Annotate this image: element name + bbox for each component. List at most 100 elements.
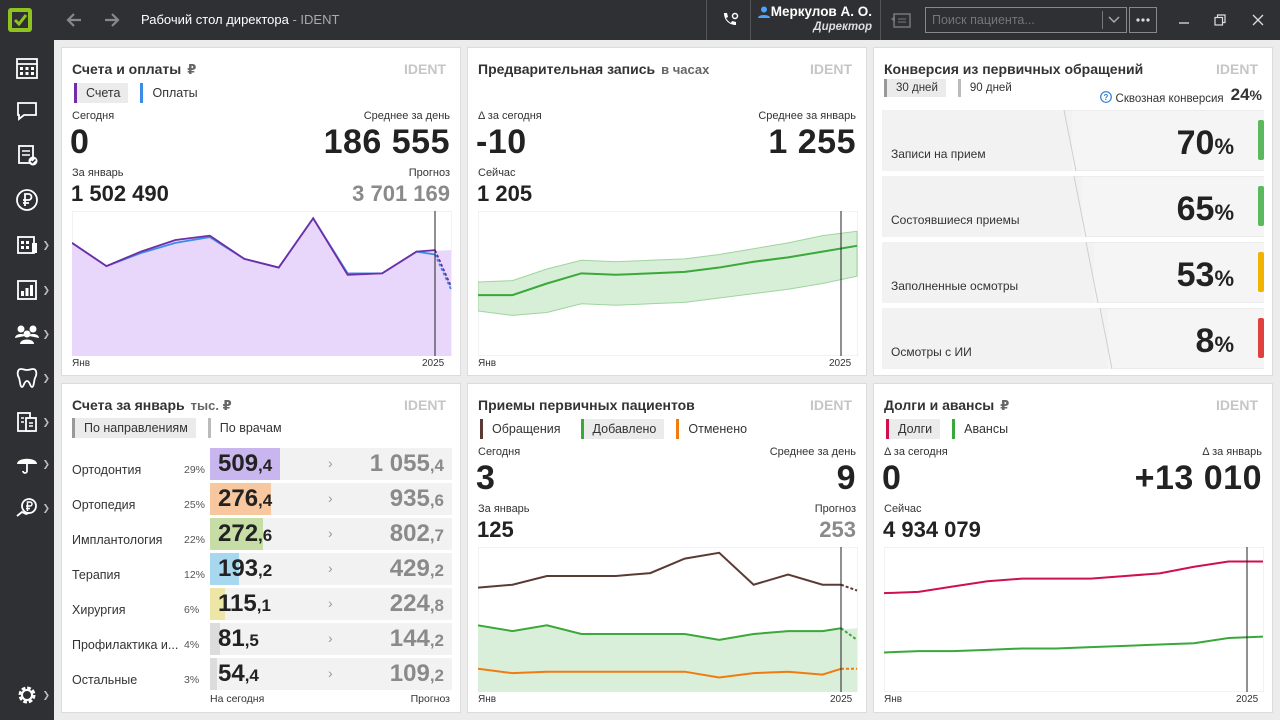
section-value-dec: ,6	[258, 526, 273, 545]
section-name: Терапия	[72, 568, 121, 582]
section-name: Хирургия	[72, 603, 126, 617]
app-logo[interactable]	[0, 0, 40, 40]
month-value: 1 502 490	[71, 181, 169, 206]
window-title-text: Рабочий стол директора	[141, 12, 289, 27]
total-conversion-pct: %	[1249, 87, 1262, 103]
section-row[interactable]: Остальные 3% 54,4 › 109,2	[62, 657, 452, 691]
user-block[interactable]: Меркулов А. О. Директор	[752, 0, 876, 40]
chart-forecast-line	[434, 254, 452, 290]
section-share-bar	[210, 658, 217, 690]
arrow-left-icon	[66, 13, 81, 27]
patient-card-button[interactable]	[884, 0, 918, 40]
funnel-row[interactable]: Заполненные осмотры 53%	[882, 242, 1264, 303]
minimize-button[interactable]	[1170, 0, 1198, 40]
phone-button[interactable]	[712, 0, 748, 40]
section-row[interactable]: Ортопедия 25% 276,4 › 935,6	[62, 482, 452, 516]
more-button[interactable]	[1129, 7, 1157, 33]
tab-30-days[interactable]: 30 дней	[884, 79, 946, 97]
funnel-row-value-bg	[1108, 308, 1264, 369]
now-label: Сейчас	[884, 503, 922, 515]
sidebar-item-schedule[interactable]: ❯	[0, 225, 54, 265]
section-value-int: 276	[218, 485, 259, 512]
invoices-card: Счета и оплаты ₽ IDENT Счета Оплаты Сегод…	[61, 47, 461, 376]
sidebar-item-reports[interactable]: ❯	[0, 270, 54, 310]
total-conversion-label: Сквозная конверсия	[1115, 93, 1224, 105]
section-forecast-int: 224	[389, 590, 430, 617]
funnel-row[interactable]: Записи на прием 70%	[882, 110, 1264, 171]
chart-forecast-line	[840, 583, 858, 592]
funnel-row-shape	[1085, 242, 1264, 303]
section-row[interactable]: Терапия 12% 193,2 › 429,2	[62, 552, 452, 586]
chart-forecast-line	[434, 249, 452, 287]
card-title: Приемы первичных пациентов	[478, 397, 695, 413]
legend-cancelled[interactable]: Отменено	[676, 419, 755, 439]
sidebar-item-chat[interactable]	[0, 91, 54, 131]
section-row-bg	[210, 553, 452, 585]
sidebar: ❯ ❯ ❯ ❯ ❯ ❯ ❯ ❯	[0, 40, 54, 720]
patient-search[interactable]	[925, 7, 1127, 33]
funnel-row-shape	[1063, 110, 1264, 171]
tab-by-direction[interactable]: По направлениям	[72, 418, 196, 438]
card-title: Счета и оплаты ₽	[72, 61, 196, 78]
legend-added[interactable]: Добавлено	[580, 419, 665, 439]
patients-icon	[15, 325, 39, 344]
sidebar-item-documents[interactable]: ❯	[0, 402, 54, 442]
section-value-dec: ,4	[258, 456, 273, 475]
legend-payments[interactable]: Оплаты	[140, 83, 205, 103]
month-value: 125	[477, 517, 514, 542]
tab-by-doctor[interactable]: По врачам	[207, 418, 290, 438]
section-row[interactable]: Имплантология 22% 272,6 › 802,7	[62, 517, 452, 551]
restore-button[interactable]	[1206, 0, 1234, 40]
tab-90-days[interactable]: 90 дней	[957, 79, 1020, 97]
sidebar-item-insurance[interactable]: ❯	[0, 444, 54, 484]
back-button[interactable]	[58, 0, 90, 40]
legend: Долги Авансы	[886, 419, 1016, 439]
title-bar: Рабочий стол директора - IDENT Меркулов …	[0, 0, 1280, 40]
section-forecast-int: 935	[389, 485, 430, 512]
patient-search-input[interactable]	[926, 8, 1102, 32]
chart-series-line	[478, 244, 858, 297]
chevron-down-icon[interactable]	[1108, 15, 1120, 25]
sidebar-item-tasks[interactable]	[0, 135, 54, 175]
today-value: 0	[70, 123, 90, 161]
sidebar-item-settings[interactable]: ❯	[0, 675, 54, 715]
legend-requests[interactable]: Обращения	[480, 419, 569, 439]
window-title-brand: IDENT	[300, 12, 340, 27]
sidebar-item-desktop[interactable]	[0, 48, 54, 88]
help-icon[interactable]: ?	[1099, 91, 1112, 103]
avg-label: Среднее за январь	[758, 110, 856, 122]
delta-label: Δ за сегодня	[478, 110, 542, 122]
legend-advances[interactable]: Авансы	[952, 419, 1016, 439]
legend-invoices[interactable]: Счета	[74, 83, 129, 103]
sidebar-item-finance[interactable]	[0, 180, 54, 220]
funnel-row-bg	[882, 176, 1082, 237]
payment-icon	[16, 498, 37, 517]
forward-button[interactable]	[96, 0, 128, 40]
section-share-bar	[210, 448, 280, 480]
section-row[interactable]: Ортодонтия 29% 509,4 › 1 055,4	[62, 447, 452, 481]
legend-debts[interactable]: Долги	[886, 419, 941, 439]
section-row[interactable]: Хирургия 6% 115,1 › 224,8	[62, 587, 452, 621]
sidebar-item-dental[interactable]: ❯	[0, 358, 54, 398]
funnel-row[interactable]: Осмотры с ИИ 8%	[882, 308, 1264, 369]
section-row[interactable]: Профилактика и... 4% 81,5 › 144,2	[62, 622, 452, 656]
chevron-right-icon: ❯	[42, 239, 50, 250]
chevron-right-icon: ❯	[42, 416, 50, 427]
section-forecast-int: 109	[389, 660, 430, 687]
section-row-bg	[210, 588, 452, 620]
card-brand: IDENT	[810, 61, 852, 77]
chart-series-line	[884, 635, 1264, 654]
funnel-row-bg	[882, 110, 1072, 171]
chart-area-fill	[478, 625, 857, 692]
funnel-row-label: Записи на прием	[891, 147, 986, 161]
sections-list: Ортодонтия 29% 509,4 › 1 055,4 Ортопедия 25% 27…	[62, 447, 460, 692]
section-value-int: 81	[218, 625, 245, 652]
x-end-label: 2025	[1236, 694, 1259, 705]
sidebar-item-patients[interactable]: ❯	[0, 314, 54, 354]
section-share-bar	[210, 483, 271, 515]
section-forecast-dec: ,7	[429, 526, 444, 545]
close-button[interactable]	[1244, 0, 1272, 40]
section-forecast-dec: ,2	[429, 666, 444, 685]
sidebar-item-payments[interactable]: ❯	[0, 488, 54, 528]
funnel-row[interactable]: Состоявшиеся приемы 65%	[882, 176, 1264, 237]
